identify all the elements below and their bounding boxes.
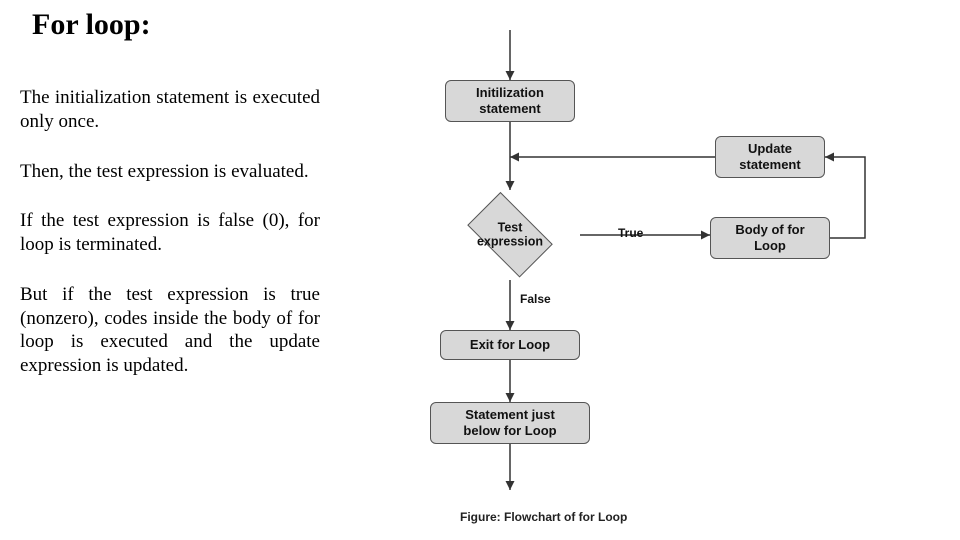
para-test: Then, the test expression is evaluated. <box>20 160 320 184</box>
node-exit-l1: Exit for Loop <box>470 337 550 353</box>
edge-label-true: True <box>618 226 643 240</box>
node-update-statement: Update statement <box>715 136 825 178</box>
node-exit-for-loop: Exit for Loop <box>440 330 580 360</box>
para-init: The initialization statement is executed… <box>20 86 320 134</box>
node-init-l2: statement <box>479 101 540 116</box>
node-body-l2: Loop <box>754 238 786 253</box>
para-false: If the test expression is false (0), for… <box>20 209 320 257</box>
node-update-l2: statement <box>739 157 800 172</box>
page-title: For loop: <box>32 8 151 42</box>
node-test-l1: Test <box>498 221 523 235</box>
figure-caption: Figure: Flowchart of for Loop <box>460 510 627 524</box>
para-true: But if the test expression is true (nonz… <box>20 283 320 378</box>
node-init-l1: Initilization <box>476 85 544 100</box>
description-column: The initialization statement is executed… <box>20 86 320 404</box>
edge-label-false: False <box>520 292 551 306</box>
flowchart-diagram: Initilization statement Test expression … <box>390 20 950 540</box>
node-test-l2: expression <box>477 235 543 249</box>
node-statement-below: Statement just below for Loop <box>430 402 590 444</box>
node-below-l2: below for Loop <box>463 423 556 438</box>
node-below-l1: Statement just <box>465 407 555 422</box>
node-body-of-for-loop: Body of for Loop <box>710 217 830 259</box>
node-body-l1: Body of for <box>735 222 804 237</box>
node-update-l1: Update <box>748 141 792 156</box>
node-initialization: Initilization statement <box>445 80 575 122</box>
